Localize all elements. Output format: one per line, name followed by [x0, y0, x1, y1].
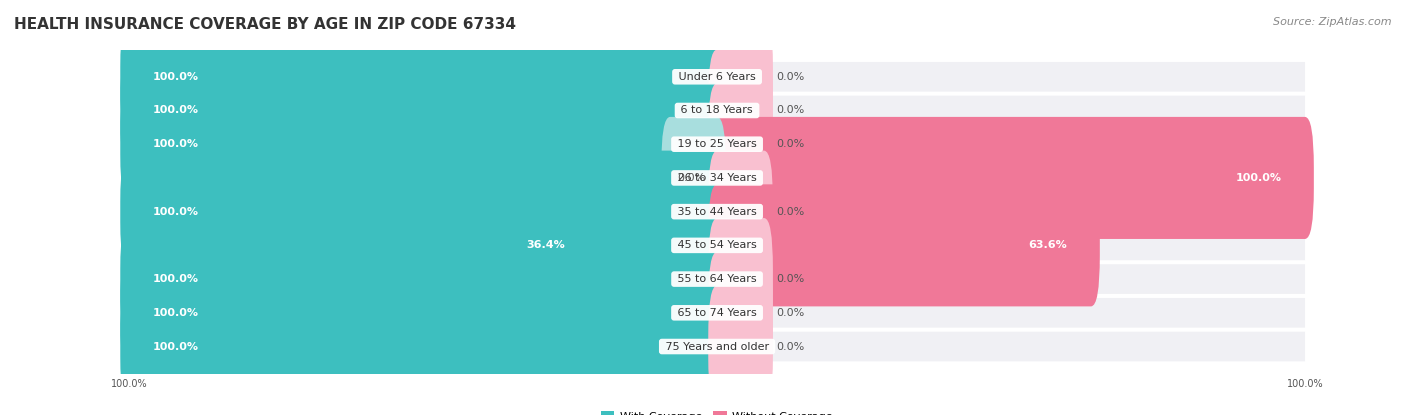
Text: Source: ZipAtlas.com: Source: ZipAtlas.com	[1274, 17, 1392, 27]
FancyBboxPatch shape	[129, 298, 1305, 328]
Text: 100.0%: 100.0%	[1236, 173, 1281, 183]
Text: 0.0%: 0.0%	[776, 207, 804, 217]
Text: 45 to 54 Years: 45 to 54 Years	[673, 240, 761, 250]
FancyBboxPatch shape	[129, 264, 1305, 294]
FancyBboxPatch shape	[709, 252, 773, 374]
Text: 100.0%: 100.0%	[153, 308, 198, 318]
Text: 0.0%: 0.0%	[776, 342, 804, 352]
Text: 6 to 18 Years: 6 to 18 Years	[678, 105, 756, 115]
Text: 65 to 74 Years: 65 to 74 Years	[673, 308, 761, 318]
FancyBboxPatch shape	[709, 83, 773, 205]
FancyBboxPatch shape	[129, 163, 1305, 193]
FancyBboxPatch shape	[129, 197, 1305, 227]
FancyBboxPatch shape	[121, 151, 725, 273]
Text: HEALTH INSURANCE COVERAGE BY AGE IN ZIP CODE 67334: HEALTH INSURANCE COVERAGE BY AGE IN ZIP …	[14, 17, 516, 32]
Text: 26 to 34 Years: 26 to 34 Years	[673, 173, 761, 183]
FancyBboxPatch shape	[709, 49, 773, 171]
FancyBboxPatch shape	[709, 16, 773, 138]
Text: 100.0%: 100.0%	[153, 72, 198, 82]
Text: 19 to 25 Years: 19 to 25 Years	[673, 139, 761, 149]
FancyBboxPatch shape	[129, 231, 1305, 260]
FancyBboxPatch shape	[709, 184, 1099, 306]
Text: 0.0%: 0.0%	[776, 274, 804, 284]
FancyBboxPatch shape	[661, 117, 725, 239]
Text: 35 to 44 Years: 35 to 44 Years	[673, 207, 761, 217]
FancyBboxPatch shape	[121, 218, 725, 340]
Text: Under 6 Years: Under 6 Years	[675, 72, 759, 82]
FancyBboxPatch shape	[121, 16, 725, 138]
Text: 100.0%: 100.0%	[153, 342, 198, 352]
FancyBboxPatch shape	[121, 252, 725, 374]
Text: 0.0%: 0.0%	[678, 173, 706, 183]
Text: 100.0%: 100.0%	[153, 207, 198, 217]
FancyBboxPatch shape	[121, 286, 725, 408]
Text: 55 to 64 Years: 55 to 64 Years	[673, 274, 761, 284]
FancyBboxPatch shape	[121, 49, 725, 171]
FancyBboxPatch shape	[129, 129, 1305, 159]
Text: 0.0%: 0.0%	[776, 139, 804, 149]
Text: 100.0%: 100.0%	[153, 274, 198, 284]
FancyBboxPatch shape	[709, 286, 773, 408]
Text: 36.4%: 36.4%	[527, 240, 565, 250]
FancyBboxPatch shape	[495, 184, 725, 306]
Text: 0.0%: 0.0%	[776, 105, 804, 115]
FancyBboxPatch shape	[709, 218, 773, 340]
Text: 100.0%: 100.0%	[153, 139, 198, 149]
Text: 100.0%: 100.0%	[153, 105, 198, 115]
FancyBboxPatch shape	[709, 151, 773, 273]
Text: 0.0%: 0.0%	[776, 72, 804, 82]
FancyBboxPatch shape	[129, 332, 1305, 361]
Text: 75 Years and older: 75 Years and older	[662, 342, 772, 352]
FancyBboxPatch shape	[121, 83, 725, 205]
FancyBboxPatch shape	[129, 62, 1305, 92]
Text: 63.6%: 63.6%	[1029, 240, 1067, 250]
FancyBboxPatch shape	[709, 117, 1313, 239]
Text: 0.0%: 0.0%	[776, 308, 804, 318]
FancyBboxPatch shape	[129, 96, 1305, 125]
Legend: With Coverage, Without Coverage: With Coverage, Without Coverage	[596, 407, 838, 415]
